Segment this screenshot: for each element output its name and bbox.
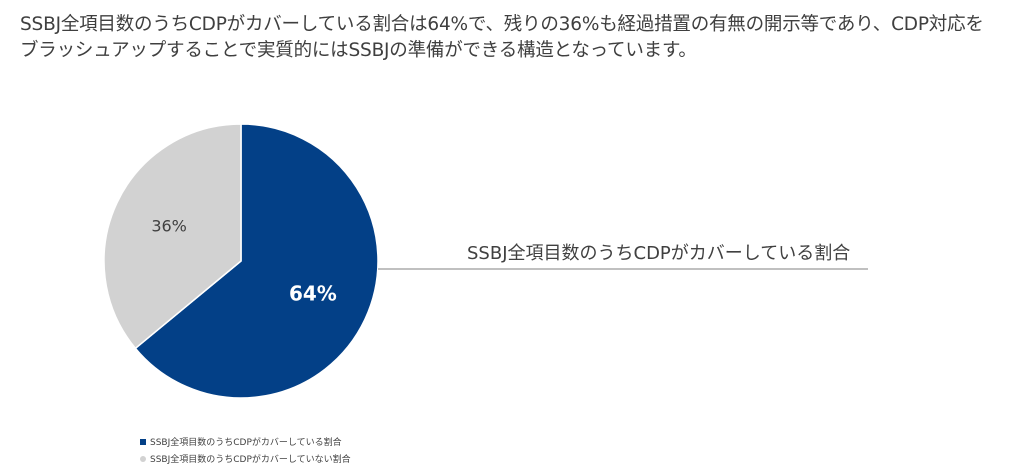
legend-item-covered: SSBJ全項目数のうちCDPがカバーしている割合 bbox=[140, 433, 351, 450]
headline: SSBJ全項目数のうちCDPがカバーしている割合は64%で、残りの36%も経過措… bbox=[20, 12, 1005, 64]
legend-label-not-covered: SSBJ全項目数のうちCDPがカバーしていない割合 bbox=[150, 455, 351, 465]
legend-label-covered: SSBJ全項目数のうちCDPがカバーしている割合 bbox=[150, 438, 342, 448]
headline-line-2: ブラッシュアップすることで実質的にはSSBJの準備ができる構造となっています。 bbox=[20, 40, 697, 61]
callout-label: SSBJ全項目数のうちCDPがカバーしている割合 bbox=[467, 243, 850, 264]
chart-legend: SSBJ全項目数のうちCDPがカバーしている割合 SSBJ全項目数のうちCDPが… bbox=[140, 433, 351, 467]
headline-line-1: SSBJ全項目数のうちCDPがカバーしている割合は64%で、残りの36%も経過措… bbox=[20, 14, 984, 35]
legend-swatch-not-covered bbox=[140, 455, 146, 462]
pie-slice-covered bbox=[134, 123, 379, 399]
legend-swatch-covered bbox=[140, 438, 146, 445]
pie-label-covered: 64% bbox=[289, 281, 337, 305]
pie-slice-not-covered bbox=[103, 123, 242, 350]
pie-label-not-covered: 36% bbox=[151, 217, 187, 236]
legend-item-not-covered: SSBJ全項目数のうちCDPがカバーしていない割合 bbox=[140, 450, 351, 467]
